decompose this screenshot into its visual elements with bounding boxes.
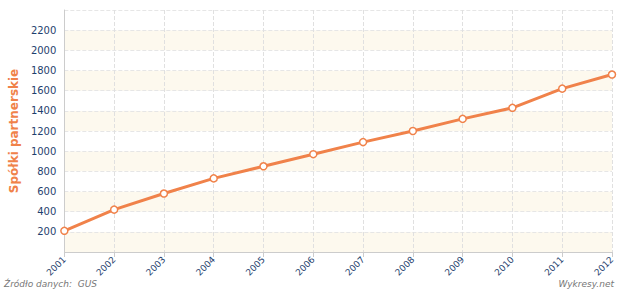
svg-text:2008: 2008	[393, 254, 416, 277]
svg-text:1600: 1600	[31, 85, 56, 96]
svg-text:2001: 2001	[45, 254, 68, 277]
svg-text:2004: 2004	[194, 254, 217, 277]
svg-text:800: 800	[37, 166, 56, 177]
svg-text:1200: 1200	[31, 126, 56, 137]
svg-text:2009: 2009	[443, 254, 466, 277]
svg-text:2200: 2200	[31, 25, 56, 36]
svg-text:2011: 2011	[543, 254, 566, 277]
svg-text:Spółki partnerskie: Spółki partnerskie	[7, 69, 21, 194]
svg-text:Wykresy.net: Wykresy.net	[558, 279, 614, 289]
svg-text:2010: 2010	[493, 254, 516, 277]
svg-text:1400: 1400	[31, 105, 56, 116]
svg-text:1000: 1000	[31, 146, 56, 157]
svg-text:2000: 2000	[31, 45, 56, 56]
svg-text:200: 200	[37, 226, 56, 237]
svg-text:2003: 2003	[144, 254, 167, 277]
svg-text:2007: 2007	[343, 254, 366, 277]
svg-text:2012: 2012	[592, 254, 615, 277]
svg-text:Źródło danych: GUS: Źródło danych: GUS	[3, 278, 97, 289]
svg-text:400: 400	[37, 206, 56, 217]
svg-text:2006: 2006	[294, 254, 317, 277]
svg-text:600: 600	[37, 186, 56, 197]
svg-text:1800: 1800	[31, 65, 56, 76]
svg-text:2002: 2002	[94, 254, 117, 277]
svg-text:2005: 2005	[244, 254, 267, 277]
